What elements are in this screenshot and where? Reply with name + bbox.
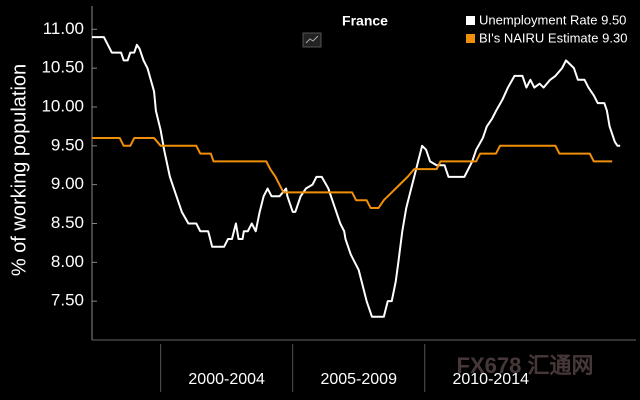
y-tick-label: 10.00: [41, 96, 84, 115]
y-tick-label: 11.00: [43, 19, 84, 38]
y-tick-label: 10.50: [41, 58, 84, 77]
y-tick-label: 7.50: [51, 291, 84, 310]
legend-label: BI's NAIRU Estimate 9.30: [479, 30, 627, 45]
x-tick-label: 2010-2014: [452, 371, 529, 388]
y-tick-label: 9.00: [51, 174, 84, 193]
x-tick-label: 2000-2004: [188, 371, 265, 388]
legend-swatch: [466, 16, 475, 25]
series-line: [92, 36, 621, 318]
series-line: [92, 137, 613, 209]
x-tick-label: 2005-2009: [320, 371, 397, 388]
legend-label: Unemployment Rate 9.50: [479, 12, 626, 27]
y-tick-label: 8.50: [51, 213, 84, 232]
chart-title: France: [342, 13, 388, 29]
watermark: FX678 汇通网: [457, 353, 594, 378]
chart-icon-glyph: [305, 35, 319, 44]
legend-swatch: [466, 34, 475, 43]
y-tick-label: 8.00: [51, 252, 84, 271]
y-axis-label: % of working population: [8, 64, 30, 276]
y-tick-label: 9.50: [51, 135, 84, 154]
